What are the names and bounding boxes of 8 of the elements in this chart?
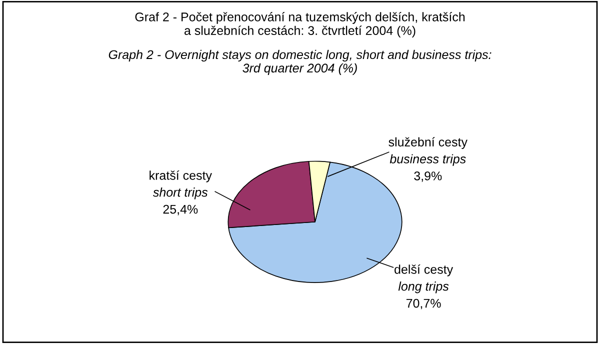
data-label: 3,9%	[414, 172, 442, 182]
chart-title: Graf 2 - Počet přenocování na tuzemských delších, kratších a služebních cestách: 3. čtvrtletí 2004 (%)	[135, 12, 465, 38]
slice-label: kratší cesty short trips	[150, 170, 212, 200]
data-label: 70,7%	[406, 298, 441, 310]
data-label: 25,4%	[163, 204, 198, 216]
slice-label: delší cesty long trips	[394, 264, 454, 294]
slice-label: služební cesty business trips	[388, 137, 468, 166]
chart-subtitle: Graph 2 - Overnight stays on domestic long, short and business trips: 3rd quarter 2004 (%)	[108, 50, 492, 75]
